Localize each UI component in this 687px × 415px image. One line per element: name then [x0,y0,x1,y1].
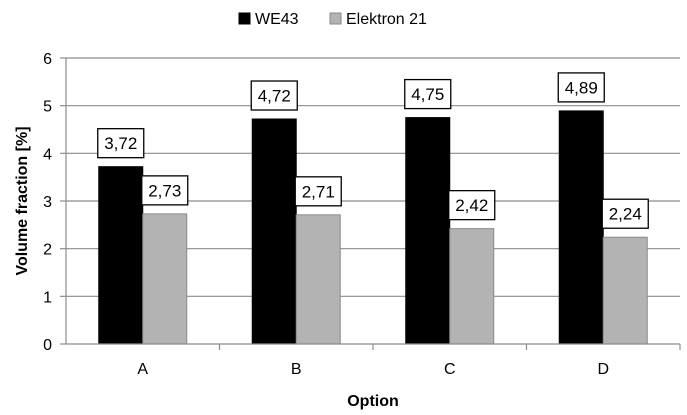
axes: 0 1 2 3 4 5 6 A B C D [43,51,681,378]
y-tick-label: 5 [43,99,52,116]
bar-elektron-21 [295,214,341,345]
y-tick-label: 3 [43,194,52,211]
data-label: 4,75 [411,85,444,104]
data-label: 2,24 [609,205,642,224]
data-label-box [601,198,649,229]
bars [98,110,648,345]
y-tick-label: 0 [43,337,52,354]
legend-label: Elektron 21 [346,11,427,28]
x-tick-label: D [597,361,609,378]
x-axis-title: Option [347,393,399,410]
data-label: 3,72 [104,134,137,153]
data-label-box [557,72,605,103]
y-tick-label: 4 [43,146,52,163]
data-label-box [294,176,342,207]
x-tick-label: B [291,361,302,378]
data-labels: 3,72 2,73 4,72 2,71 4,75 2,42 4,89 2,24 [97,72,649,229]
y-tick-label: 2 [43,242,52,259]
y-tick-label: 6 [43,51,52,68]
data-label-box [97,128,145,159]
data-label-box [141,175,189,206]
data-label-box [250,80,298,111]
legend-label: WE43 [255,11,299,28]
data-label: 2,73 [148,181,181,200]
bar-elektron-21 [602,236,648,345]
y-axis-title: Volume fraction [%] [14,126,31,275]
data-label-box [404,78,452,110]
legend-swatch [238,12,251,25]
bar-elektron-21 [142,213,188,345]
data-label: 2,42 [455,196,488,215]
bar-we43 [558,110,604,345]
y-tick-label: 1 [43,289,52,306]
data-label-box [448,189,496,221]
legend-swatch [329,12,342,25]
bar-we43 [405,117,451,345]
x-tick-label: A [137,361,148,378]
legend: WE43 Elektron 21 [238,11,427,28]
bar-we43 [98,166,144,345]
x-tick-label: C [444,361,456,378]
bar-elektron-21 [449,228,495,345]
data-label: 4,89 [565,78,598,97]
bar-we43 [251,118,297,345]
data-label: 2,71 [302,182,335,201]
data-label: 4,72 [258,87,291,106]
